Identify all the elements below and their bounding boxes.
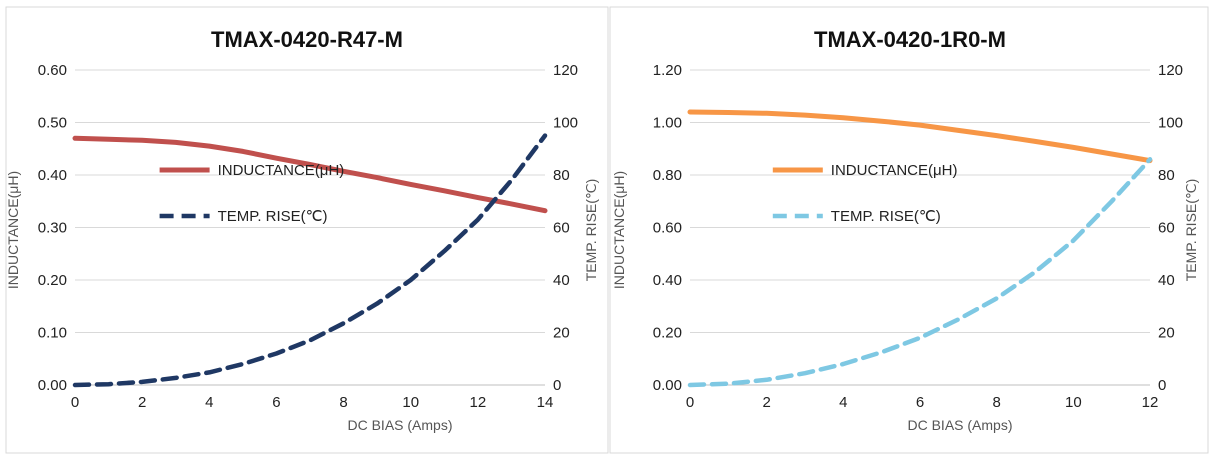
chart-frame-left <box>5 6 609 454</box>
y-right-tick-label: 80 <box>553 167 570 184</box>
series-line-inductance <box>687 109 1153 164</box>
y-right-tick-label: 120 <box>1158 62 1183 79</box>
y-right-tick-label: 100 <box>553 115 578 132</box>
x-tick-label: 4 <box>205 394 213 411</box>
y-left-tick-label: 0.40 <box>653 272 682 289</box>
legend-label: INDUCTANCE(μH) <box>831 162 958 179</box>
x-tick-label: 2 <box>762 394 770 411</box>
y-left-tick-label: 0.80 <box>653 167 682 184</box>
y-left-tick-label: 0.00 <box>38 377 67 394</box>
x-axis-label-right: DC BIAS (Amps) <box>907 417 1012 433</box>
y-right-tick-label: 40 <box>1158 272 1175 289</box>
y-right-tick-label: 40 <box>553 272 570 289</box>
x-tick-label: 12 <box>1142 394 1159 411</box>
legend-label: INDUCTANCE(μH) <box>218 162 345 179</box>
x-tick-label: 2 <box>138 394 146 411</box>
y-right-axis-label-left: TEMP. RISE(℃) <box>583 179 599 282</box>
y-left-tick-label: 0.20 <box>653 325 682 342</box>
x-axis-label-left: DC BIAS (Amps) <box>347 417 452 433</box>
x-tick-label: 12 <box>470 394 487 411</box>
y-right-tick-label: 0 <box>1158 377 1166 394</box>
y-right-tick-label: 20 <box>553 325 570 342</box>
x-tick-label: 4 <box>839 394 847 411</box>
x-tick-label: 8 <box>339 394 347 411</box>
y-right-tick-label: 60 <box>1158 220 1175 237</box>
y-right-tick-label: 80 <box>1158 167 1175 184</box>
y-right-tick-label: 0 <box>553 377 561 394</box>
y-left-tick-label: 0.20 <box>38 272 67 289</box>
x-tick-label: 10 <box>402 394 419 411</box>
plot-area-0: 0.000.100.200.300.400.500.60020406080100… <box>38 62 578 411</box>
x-tick-label: 0 <box>71 394 79 411</box>
y-right-tick-label: 20 <box>1158 325 1175 342</box>
x-tick-label: 0 <box>686 394 694 411</box>
y-right-tick-label: 60 <box>553 220 570 237</box>
y-left-tick-label: 0.50 <box>38 115 67 132</box>
y-left-axis-label-right: INDUCTANCE(μH) <box>611 171 627 289</box>
chart-title-right: TMAX-0420-1R0-M <box>814 27 1006 52</box>
y-right-axis-label-right: TEMP. RISE(℃) <box>1183 179 1199 282</box>
y-left-tick-label: 0.30 <box>38 220 67 237</box>
series-line-inductance <box>72 135 548 214</box>
legend-label: TEMP. RISE(℃) <box>218 208 328 225</box>
y-left-axis-label-left: INDUCTANCE(μH) <box>5 171 21 289</box>
series-line-temp-rise <box>687 157 1153 388</box>
y-left-tick-label: 1.00 <box>653 115 682 132</box>
y-left-tick-label: 0.60 <box>653 220 682 237</box>
y-right-tick-label: 120 <box>553 62 578 79</box>
y-left-tick-label: 0.10 <box>38 325 67 342</box>
x-tick-label: 8 <box>992 394 1000 411</box>
y-left-tick-label: 0.40 <box>38 167 67 184</box>
chart-title-left: TMAX-0420-R47-M <box>211 27 403 52</box>
chart-frame-right <box>609 6 1209 454</box>
x-tick-label: 6 <box>272 394 280 411</box>
y-left-tick-label: 0.60 <box>38 62 67 79</box>
x-tick-label: 10 <box>1065 394 1082 411</box>
x-tick-label: 6 <box>916 394 924 411</box>
legend-label: TEMP. RISE(℃) <box>831 208 941 225</box>
plot-area-1: 0.000.200.400.600.801.001.20020406080100… <box>653 62 1183 411</box>
y-left-tick-label: 0.00 <box>653 377 682 394</box>
y-left-tick-label: 1.20 <box>653 62 682 79</box>
y-right-tick-label: 100 <box>1158 115 1183 132</box>
series-line-temp-rise <box>72 133 548 388</box>
x-tick-label: 14 <box>537 394 554 411</box>
